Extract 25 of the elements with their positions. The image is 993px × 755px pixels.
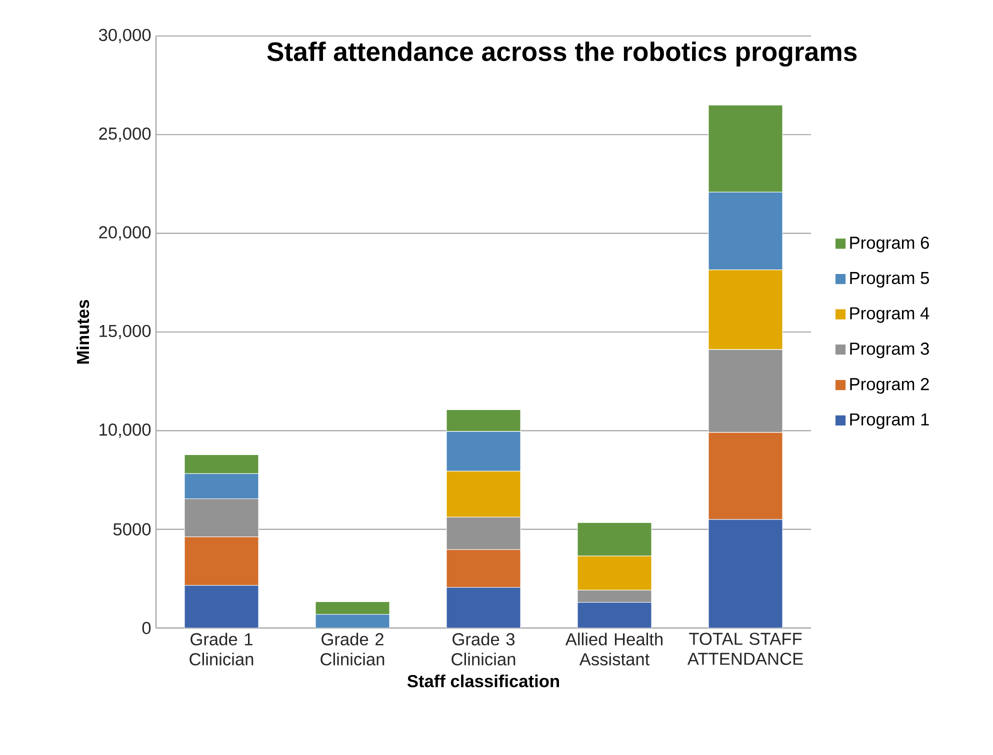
bar [577, 602, 652, 628]
y-tick-label: 20,000 [99, 226, 151, 240]
x-tick-label: Grade 1 Clinician [190, 632, 254, 666]
x-tick-label: Allied Health Assistant [565, 632, 662, 666]
x-tick-label: TOTAL STAFF ATTENDANCE [687, 632, 803, 665]
y-tick-label: 5000 [113, 523, 151, 536]
chart-title: Staff attendance across the robotics programs [267, 42, 857, 67]
legend-label: Program 1 [850, 413, 929, 429]
y-tick-label: 15,000 [100, 324, 151, 340]
legend-label: Program 5 [850, 272, 929, 288]
y-tick-label: 30,000 [98, 28, 151, 44]
legend-label: Program 3 [850, 342, 929, 358]
y-axis-title: Minutes [76, 300, 90, 364]
bar [708, 519, 783, 628]
x-axis-title: Staff classification [407, 674, 559, 688]
y-tick-label: 25,000 [99, 127, 151, 142]
x-tick-label: Grade 2 Clinician [320, 632, 384, 666]
x-tick-label: Grade 3 Clinician [452, 632, 516, 666]
legend-label: Program 6 [850, 236, 929, 252]
bar [184, 585, 259, 628]
y-tick-label: 0 [142, 622, 151, 634]
legend-label: Program 2 [850, 378, 929, 394]
bar [446, 587, 521, 628]
y-tick-label: 10,000 [100, 423, 151, 438]
legend-label: Program 4 [850, 307, 930, 323]
